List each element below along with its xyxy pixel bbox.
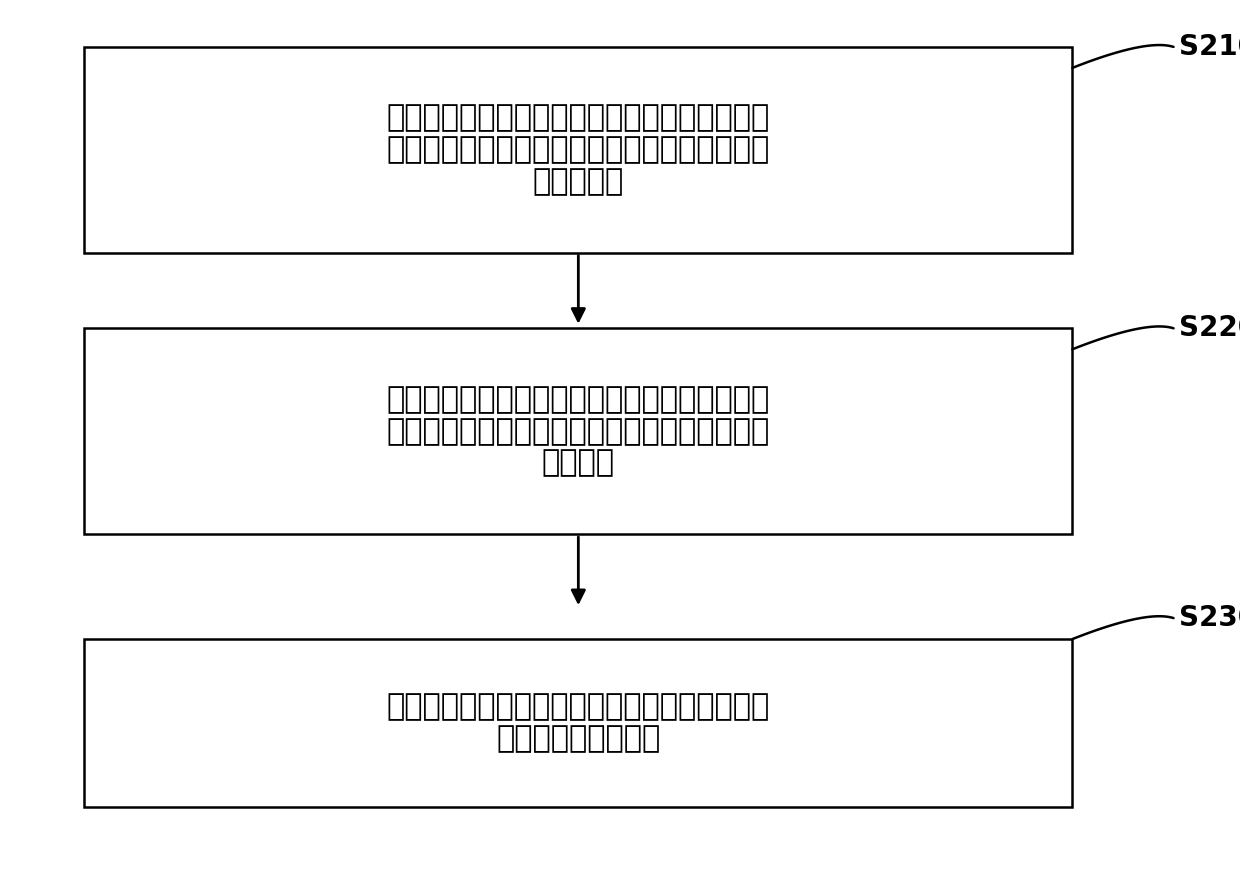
Bar [84, 328, 1073, 534]
Text: 根据生成的各所述瞬时平均值计算各所述原始测: 根据生成的各所述瞬时平均值计算各所述原始测 [387, 693, 770, 722]
Text: 的组数相同: 的组数相同 [533, 167, 624, 196]
Text: 量信号的电压平均值: 量信号的电压平均值 [496, 724, 661, 753]
Text: 分别对每组原始测量信号的平均值进行计算以生: 分别对每组原始测量信号的平均值进行计算以生 [387, 385, 770, 414]
Text: S220: S220 [1179, 314, 1240, 342]
Bar [84, 47, 1073, 253]
Bar [84, 639, 1073, 807]
Text: S210: S210 [1179, 33, 1240, 61]
Text: 进行存储: 进行存储 [542, 449, 615, 478]
Text: S230: S230 [1179, 604, 1240, 632]
Text: 成一瞬时平均值，并对生成的各所述瞬时平均值: 成一瞬时平均值，并对生成的各所述瞬时平均值 [387, 416, 770, 445]
Text: 每组包括的原始测量信号的个数与原始测量信号: 每组包括的原始测量信号的个数与原始测量信号 [387, 136, 770, 164]
Text: 将采样的若干原始测量信号分成若干组；其中，: 将采样的若干原始测量信号分成若干组；其中， [387, 103, 770, 132]
